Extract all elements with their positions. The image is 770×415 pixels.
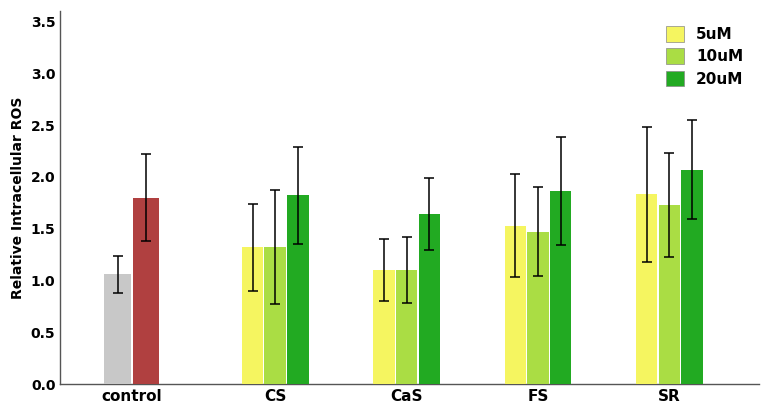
Bar bbox=[287, 195, 309, 384]
Bar bbox=[419, 214, 440, 384]
Bar bbox=[396, 270, 417, 384]
Bar bbox=[264, 247, 286, 384]
Bar bbox=[658, 205, 680, 384]
Bar bbox=[636, 195, 658, 384]
Y-axis label: Relative Intracellular ROS: Relative Intracellular ROS bbox=[11, 96, 25, 299]
Bar bbox=[681, 170, 703, 384]
Bar bbox=[373, 270, 395, 384]
Bar bbox=[242, 247, 263, 384]
Legend: 5uM, 10uM, 20uM: 5uM, 10uM, 20uM bbox=[658, 19, 752, 94]
Bar bbox=[527, 232, 549, 384]
Bar bbox=[504, 225, 526, 384]
Bar bbox=[133, 198, 159, 384]
Bar bbox=[550, 191, 571, 384]
Bar bbox=[105, 274, 131, 384]
